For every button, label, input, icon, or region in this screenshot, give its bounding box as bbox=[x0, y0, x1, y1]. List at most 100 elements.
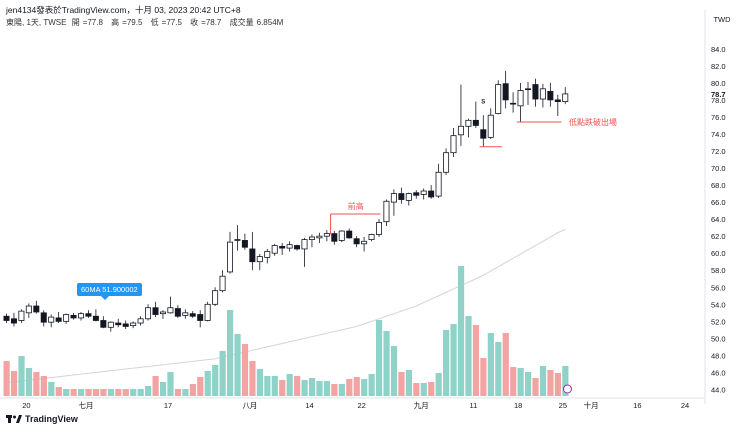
candle-body bbox=[308, 236, 315, 240]
time-tick-label: 25 bbox=[559, 401, 567, 410]
candle-body bbox=[130, 322, 137, 327]
volume-bar bbox=[316, 381, 323, 396]
tradingview-logo-icon bbox=[6, 415, 22, 423]
high-label: 高 bbox=[111, 18, 120, 27]
volume-bar bbox=[420, 383, 427, 396]
candle-body bbox=[264, 251, 271, 258]
price-tick-label: 70.0 bbox=[711, 164, 726, 173]
candle-body bbox=[338, 230, 345, 241]
volume-bar bbox=[353, 377, 360, 396]
price-tick-label: 52.0 bbox=[711, 317, 726, 326]
candle-body bbox=[301, 239, 308, 250]
candle-body bbox=[10, 318, 17, 324]
candle-body bbox=[487, 114, 494, 138]
volume-bar bbox=[495, 342, 502, 396]
time-tick-label: 七月 bbox=[79, 401, 94, 410]
time-tick-label: 九月 bbox=[414, 401, 429, 410]
candle-body bbox=[174, 308, 181, 317]
candle-body bbox=[457, 125, 464, 136]
volume-bar bbox=[361, 379, 368, 396]
candle-body bbox=[368, 234, 375, 240]
volume-bar bbox=[532, 378, 539, 396]
price-tick-label: 60.0 bbox=[711, 249, 726, 258]
volume-bar bbox=[85, 389, 92, 396]
volume-bar bbox=[241, 344, 249, 396]
candle-body bbox=[375, 222, 382, 235]
volume-bar bbox=[435, 373, 442, 396]
price-tick-label: 50.0 bbox=[711, 334, 726, 343]
price-tick-label: 68.0 bbox=[711, 181, 726, 190]
volume-bar bbox=[48, 382, 55, 396]
last-price-label: 78.7 bbox=[711, 90, 726, 99]
exit-label: 低點跌破出場 bbox=[569, 117, 617, 127]
volume-bar bbox=[182, 389, 189, 396]
candle-body bbox=[249, 248, 256, 263]
candle-body bbox=[361, 240, 368, 245]
volume-bar bbox=[428, 382, 435, 396]
close-number: =78.7 bbox=[201, 18, 222, 27]
volume-bar bbox=[145, 386, 152, 396]
candle-body bbox=[3, 315, 10, 321]
time-tick-label: 22 bbox=[358, 401, 366, 410]
price-tick-label: 76.0 bbox=[711, 113, 726, 122]
volume-bar bbox=[271, 376, 278, 396]
candle-body bbox=[495, 84, 502, 114]
volume-bar bbox=[55, 387, 62, 396]
candle-body bbox=[204, 303, 211, 321]
volume-bar bbox=[249, 361, 256, 396]
event-marker-icon bbox=[562, 384, 572, 394]
time-tick-label: 14 bbox=[305, 401, 313, 410]
volume-bar bbox=[472, 325, 480, 396]
price-tick-label: 48.0 bbox=[711, 351, 726, 360]
candle-body bbox=[55, 317, 62, 322]
ma60-line bbox=[6, 228, 566, 384]
volume-bar bbox=[3, 361, 10, 396]
volume-bar bbox=[100, 389, 107, 396]
volume-bar bbox=[256, 369, 263, 396]
volume-number: 6.854M bbox=[256, 18, 284, 27]
volume-bar bbox=[487, 333, 494, 396]
volume-bar bbox=[383, 331, 390, 396]
volume-bar bbox=[33, 372, 40, 396]
volume-bar bbox=[510, 367, 517, 396]
candle-body bbox=[70, 314, 77, 319]
candle-body bbox=[145, 307, 152, 320]
annotation-layer: 前高 低點跌破出場 S bbox=[330, 99, 617, 235]
candle-body bbox=[480, 129, 487, 139]
symbol-legend: 東陽, 1天, TWSE 開 =77.8 高 =79.5 低 =77.5 收 =78.7… bbox=[6, 17, 289, 28]
volume-value: 成交量 6.854M bbox=[230, 18, 287, 27]
volume-bar bbox=[130, 389, 137, 396]
volume-bar bbox=[212, 365, 219, 396]
open-label: 開 bbox=[71, 18, 80, 27]
price-tick-label: 56.0 bbox=[711, 283, 726, 292]
candle-body bbox=[323, 233, 330, 237]
candle-body bbox=[517, 90, 524, 107]
volume-bar bbox=[376, 320, 383, 396]
volume-bar bbox=[78, 389, 85, 396]
close-value: 收 =78.7 bbox=[190, 18, 224, 27]
volume-layer bbox=[3, 266, 569, 396]
volume-bar bbox=[308, 378, 316, 396]
price-tick-label: 54.0 bbox=[711, 300, 726, 309]
tradingview-footer[interactable]: TradingView bbox=[6, 414, 78, 424]
low-label: 低 bbox=[150, 18, 159, 27]
candle-body bbox=[33, 305, 40, 313]
axis-layer: TWD 44.0 46.0 48.0 50.0 52.0 54.0 56.0 58.0 60.0 6… bbox=[0, 10, 731, 410]
volume-bar bbox=[40, 376, 47, 396]
volume-bar bbox=[398, 372, 405, 396]
candle-body bbox=[92, 315, 99, 321]
volume-bar bbox=[413, 383, 420, 396]
symbol-name[interactable]: 東陽, 1天, TWSE bbox=[6, 18, 67, 27]
candle-body bbox=[390, 193, 397, 203]
candle-body bbox=[428, 190, 435, 198]
volume-bar bbox=[25, 368, 33, 396]
candle-body bbox=[18, 310, 25, 321]
candle-body bbox=[294, 245, 301, 250]
volume-bar bbox=[517, 368, 524, 396]
volume-bar bbox=[189, 384, 196, 396]
candle-body bbox=[405, 193, 412, 201]
candle-body bbox=[78, 313, 85, 319]
volume-bar bbox=[301, 380, 308, 396]
candle-body bbox=[279, 245, 286, 249]
